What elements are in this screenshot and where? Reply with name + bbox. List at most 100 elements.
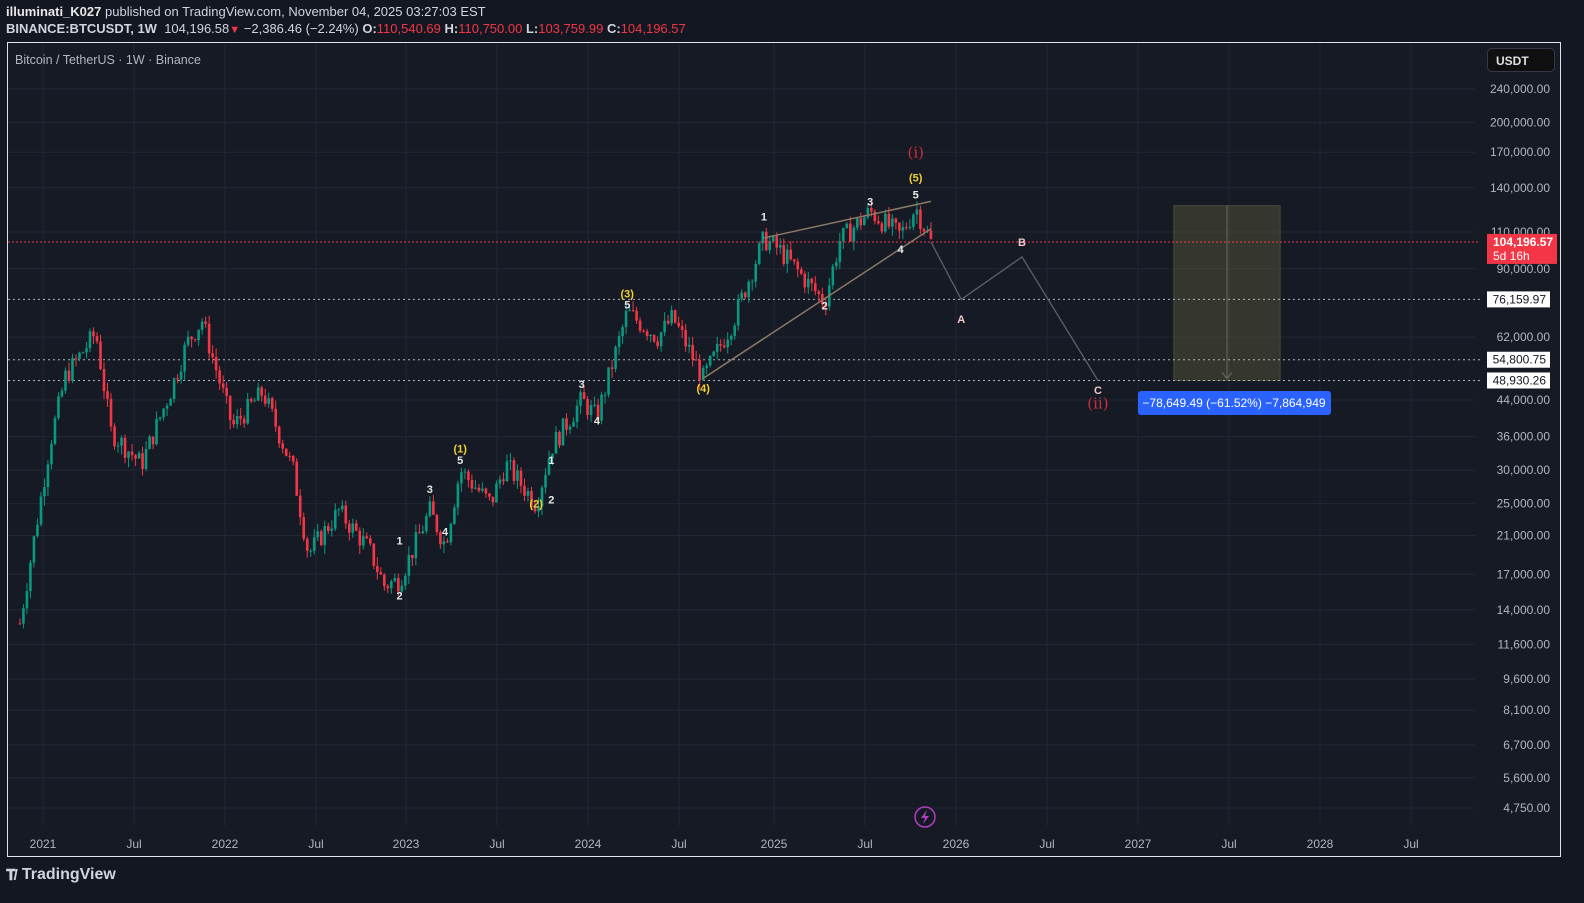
svg-text:76,159.97: 76,159.97 <box>1493 292 1547 306</box>
y-tick-label: 240,000.00 <box>1490 82 1550 96</box>
y-tick-label: 9,600.00 <box>1503 672 1550 686</box>
wave-label: 4 <box>594 415 601 427</box>
wave-label: 1 <box>548 455 554 467</box>
wave-label: B <box>1018 237 1026 249</box>
wave-label: 4 <box>442 527 449 539</box>
x-tick-label: Jul <box>671 837 686 851</box>
y-tick-label: 90,000.00 <box>1497 262 1551 276</box>
footer-brand[interactable]: 𝐓/ TradingView <box>6 866 116 884</box>
wave-label: (1) <box>454 444 468 456</box>
y-tick-label: 21,000.00 <box>1497 529 1551 543</box>
last-price: 104,196.58 <box>164 21 230 36</box>
wave-label: (2) <box>529 498 543 510</box>
currency-button[interactable]: USDT <box>1487 48 1555 72</box>
open-value: 110,540.69 <box>376 21 441 36</box>
published-text: published on TradingView.com, November 0… <box>105 4 486 19</box>
event-lightning-icon[interactable] <box>914 806 936 828</box>
abc-projection-path[interactable] <box>930 241 1099 381</box>
low-value: 103,759.99 <box>538 21 604 36</box>
wave-label: 2 <box>548 495 554 507</box>
x-tick-label: Jul <box>126 837 141 851</box>
y-axis[interactable]: 240,000.00 200,000.00 170,000.00 140,000.00… <box>1490 82 1550 815</box>
wave-label: A <box>957 314 965 326</box>
chart-legend: Bitcoin / TetherUS · 1W · Binance <box>15 53 201 67</box>
candles[interactable] <box>18 201 933 629</box>
price-line-label: 48,930.26 <box>1487 372 1550 389</box>
x-tick-label: Jul <box>489 837 504 851</box>
wave-label: 3 <box>427 484 433 496</box>
svg-text:48,930.26: 48,930.26 <box>1493 373 1547 387</box>
wave-label: C <box>1094 385 1102 397</box>
down-arrow-icon: ▼ <box>229 24 241 36</box>
author-name[interactable]: illuminati_K027 <box>6 4 102 19</box>
high-label: H: <box>444 21 459 36</box>
y-tick-label: 36,000.00 <box>1497 430 1551 444</box>
wave-label: 5 <box>913 190 919 202</box>
y-tick-label: 62,000.00 <box>1497 330 1551 344</box>
x-tick-label: Jul <box>857 837 872 851</box>
x-tick-label: 2022 <box>212 837 239 851</box>
x-tick-label: 2025 <box>761 837 788 851</box>
x-tick-label: Jul <box>1039 837 1054 851</box>
wave-label: 3 <box>579 379 585 391</box>
x-tick-label: Jul <box>1221 837 1236 851</box>
grid <box>8 43 1475 826</box>
y-tick-label: 44,000.00 <box>1497 393 1551 407</box>
wave-label: (5) <box>909 172 923 184</box>
wave-label: 5 <box>457 455 463 467</box>
svg-text:5d 16h: 5d 16h <box>1493 249 1530 263</box>
close-value: 104,196.57 <box>620 21 686 36</box>
y-tick-label: 5,600.00 <box>1503 771 1550 785</box>
y-tick-label: 25,000.00 <box>1497 497 1551 511</box>
symbol-label: BINANCE:BTCUSDT, 1W <box>6 21 157 36</box>
y-tick-label: 11,600.00 <box>1498 637 1551 651</box>
x-tick-label: 2024 <box>575 837 602 851</box>
x-tick-label: Jul <box>1403 837 1418 851</box>
y-tick-label: 4,750.00 <box>1503 801 1550 815</box>
svg-text:104,196.57: 104,196.57 <box>1493 235 1553 249</box>
price-line-label: 54,800.75 <box>1487 351 1550 368</box>
wave-label: 1 <box>396 535 402 547</box>
open-label: O: <box>362 21 377 36</box>
low-label: L: <box>525 21 539 36</box>
chart-frame[interactable] <box>7 42 1561 857</box>
wave-label: 5 <box>624 299 630 311</box>
x-tick-label: 2021 <box>30 837 57 851</box>
close-label: C: <box>606 21 621 36</box>
wave-label: 3 <box>867 197 873 209</box>
ohlc-header: BINANCE:BTCUSDT, 1W 104,196.58▼ −2,386.4… <box>6 21 686 36</box>
high-value: 110,750.00 <box>458 21 523 36</box>
y-tick-label: 6,700.00 <box>1503 738 1550 752</box>
wave-label: 2 <box>822 301 828 313</box>
trendline[interactable] <box>702 228 932 379</box>
x-tick-label: 2027 <box>1125 837 1152 851</box>
y-tick-label: 8,100.00 <box>1503 703 1550 717</box>
wave-label: 4 <box>897 244 904 256</box>
x-tick-label: Jul <box>308 837 323 851</box>
x-tick-label: 2028 <box>1307 837 1334 851</box>
svg-text:−78,649.49 (−61.52%) −7,864,94: −78,649.49 (−61.52%) −7,864,949 <box>1142 396 1325 410</box>
publish-info: illuminati_K027 published on TradingView… <box>6 4 486 19</box>
svg-text:54,800.75: 54,800.75 <box>1493 353 1547 367</box>
wave-label: 1 <box>761 212 767 224</box>
price-line-label: 76,159.97 <box>1487 291 1550 308</box>
x-tick-label: 2023 <box>393 837 420 851</box>
y-tick-label: 170,000.00 <box>1490 145 1550 159</box>
x-tick-label: 2026 <box>943 837 970 851</box>
wave-label: (4) <box>696 383 710 395</box>
brand-name: TradingView <box>21 866 116 883</box>
y-tick-label: 17,000.00 <box>1497 567 1551 581</box>
wave-label: (ii) <box>1087 394 1108 412</box>
wave-label: (i) <box>907 144 924 162</box>
measure-label[interactable]: −78,649.49 (−61.52%) −7,864,949 <box>1138 391 1331 415</box>
y-tick-label: 30,000.00 <box>1497 463 1551 477</box>
x-axis[interactable]: 2021 Jul 2022 Jul 2023 Jul 2024 Jul 2025 Jul 2026 J… <box>30 837 1419 851</box>
arrow-down-icon <box>1221 372 1233 380</box>
y-tick-label: 140,000.00 <box>1490 181 1550 195</box>
trendline[interactable] <box>763 200 932 239</box>
wave-label: 2 <box>396 591 402 603</box>
y-tick-label: 14,000.00 <box>1497 603 1551 617</box>
y-tick-label: 200,000.00 <box>1490 115 1550 129</box>
